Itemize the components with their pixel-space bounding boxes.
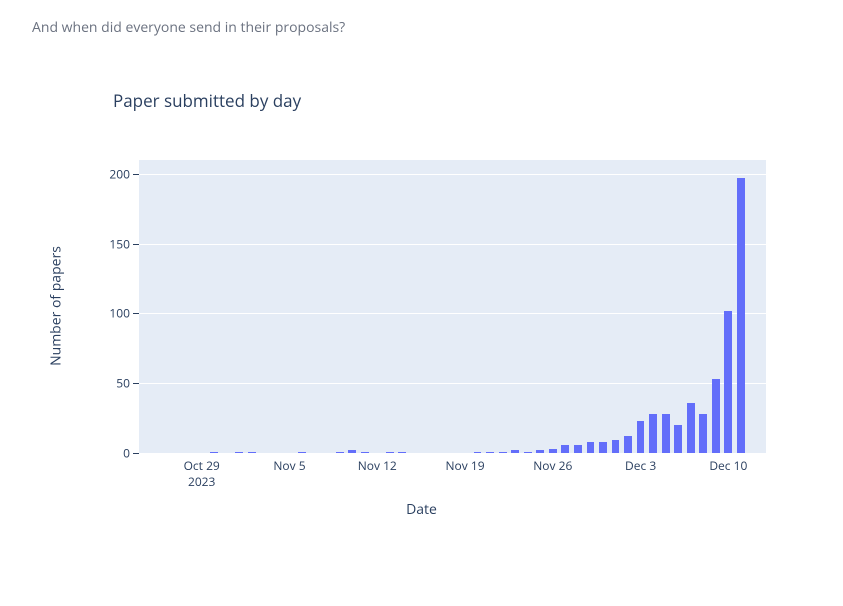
x-tick-label: Nov 5 [273, 458, 305, 474]
y-tick-label: 100 [90, 305, 130, 322]
y-tick-label: 200 [90, 165, 130, 182]
bar [674, 425, 682, 453]
bar [737, 178, 745, 453]
y-tick-mark [133, 453, 139, 454]
bar [499, 452, 507, 453]
bar [637, 421, 645, 453]
bar [561, 445, 569, 453]
x-tick-label: Oct 29 2023 [184, 458, 220, 490]
bar [524, 452, 532, 453]
bar [699, 414, 707, 453]
x-tick-label: Nov 19 [445, 458, 484, 474]
x-axis-title: Date [0, 500, 843, 519]
bar [536, 450, 544, 453]
bar [486, 452, 494, 453]
bar [298, 452, 306, 453]
x-tick-label: Nov 12 [358, 458, 397, 474]
x-tick-label: Nov 26 [533, 458, 572, 474]
bar [687, 403, 695, 453]
bar [662, 414, 670, 453]
y-tick-label: 50 [90, 375, 130, 392]
bar [348, 450, 356, 453]
bar [511, 450, 519, 453]
y-tick-mark [133, 244, 139, 245]
bar [336, 452, 344, 453]
bar [724, 311, 732, 453]
page-caption: And when did everyone send in their prop… [32, 18, 345, 37]
bar [649, 414, 657, 453]
bar [248, 452, 256, 453]
y-tick-mark [133, 313, 139, 314]
bar [474, 452, 482, 453]
y-tick-mark [133, 174, 139, 175]
gridline [139, 383, 766, 384]
x-tick-label: Dec 10 [709, 458, 747, 474]
bar [386, 452, 394, 453]
gridline [139, 313, 766, 314]
gridline [139, 453, 766, 454]
x-tick-label: Dec 3 [625, 458, 656, 474]
bar [599, 442, 607, 453]
y-tick-label: 0 [90, 445, 130, 462]
bar [210, 452, 218, 453]
y-tick-mark [133, 383, 139, 384]
gridline [139, 174, 766, 175]
y-tick-label: 150 [90, 235, 130, 252]
bar [587, 442, 595, 453]
bar [398, 452, 406, 453]
bar [624, 436, 632, 453]
bar [361, 452, 369, 453]
chart-title: Paper submitted by day [113, 89, 301, 112]
bar [549, 449, 557, 453]
plot-area [139, 160, 766, 453]
gridline [139, 244, 766, 245]
page-root: And when did everyone send in their prop… [0, 0, 843, 606]
bar [574, 445, 582, 453]
bar [612, 440, 620, 453]
bar [235, 452, 243, 453]
bar [712, 379, 720, 453]
y-axis-title: Number of papers [47, 246, 66, 366]
